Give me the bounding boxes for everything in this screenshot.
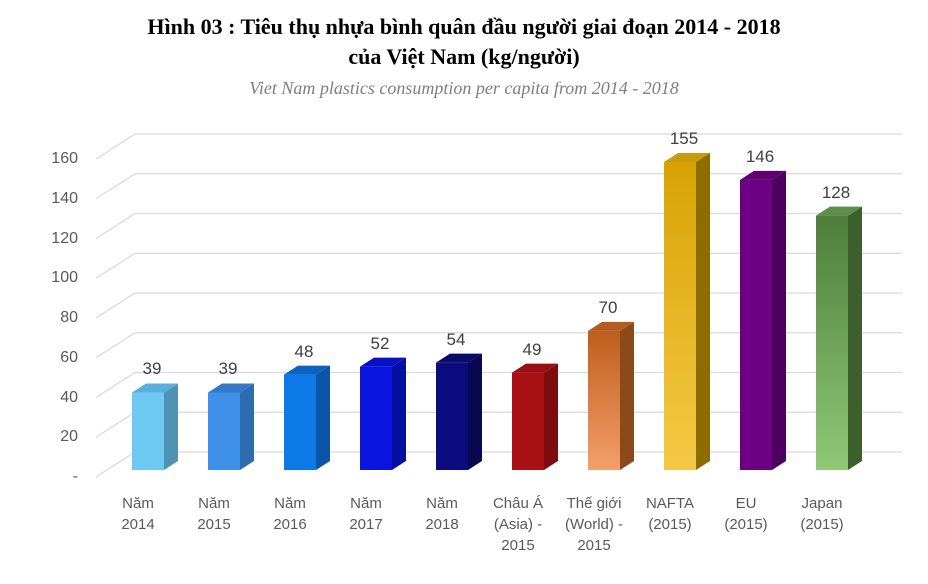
bar-front-face bbox=[208, 392, 240, 470]
gridline-depth-segment bbox=[95, 371, 136, 399]
bar-top-face bbox=[816, 206, 862, 216]
bar-side-face bbox=[240, 383, 254, 470]
bar-top-face bbox=[208, 383, 254, 393]
bar-top-face bbox=[132, 383, 178, 393]
bar-side-face bbox=[772, 170, 786, 470]
bar-front-face bbox=[284, 374, 316, 470]
gridline-depth-segment bbox=[95, 451, 136, 478]
bar-side-face bbox=[696, 152, 710, 470]
bar-front-face bbox=[816, 215, 848, 470]
bar-top-face bbox=[740, 170, 786, 180]
chart-title-line-2: của Việt Nam (kg/người) bbox=[348, 44, 580, 69]
chart-title-line-1: Hình 03 : Tiêu thụ nhựa bình quân đầu ng… bbox=[147, 14, 781, 39]
gridline-depth-segment bbox=[95, 212, 136, 240]
bar-top-face bbox=[284, 365, 330, 375]
bar-front-face bbox=[512, 372, 544, 470]
bar-side-face bbox=[316, 365, 330, 470]
bar-front-face bbox=[664, 161, 696, 470]
bar-side-face bbox=[848, 206, 862, 470]
bar-top-face bbox=[588, 321, 634, 331]
gridline-depth-segment bbox=[95, 411, 136, 438]
bar-side-face bbox=[164, 383, 178, 470]
bar-side-face bbox=[392, 357, 406, 470]
bar-front-face bbox=[360, 366, 392, 470]
chart-subtitle: Viet Nam plastics consumption per capita… bbox=[249, 78, 679, 98]
bar-front-face bbox=[588, 330, 620, 470]
bar-side-face bbox=[620, 321, 634, 470]
bar-front-face bbox=[132, 392, 164, 470]
gridline-depth-segment bbox=[95, 332, 136, 359]
bar-top-face bbox=[512, 363, 558, 373]
gridline-depth-segment bbox=[95, 292, 136, 319]
gridline-depth-segment bbox=[95, 133, 136, 160]
bar-top-face bbox=[664, 152, 710, 162]
bar-side-face bbox=[468, 353, 482, 470]
gridline-depth-segment bbox=[95, 173, 136, 200]
bar-top-face bbox=[436, 353, 482, 363]
chart-title: Hình 03 : Tiêu thụ nhựa bình quân đầu ng… bbox=[0, 12, 928, 72]
gridline-depth-segment bbox=[95, 252, 136, 279]
bar-side-face bbox=[544, 363, 558, 470]
bar-front-face bbox=[436, 362, 468, 470]
bar-top-face bbox=[360, 357, 406, 367]
bar-front-face bbox=[740, 179, 772, 470]
